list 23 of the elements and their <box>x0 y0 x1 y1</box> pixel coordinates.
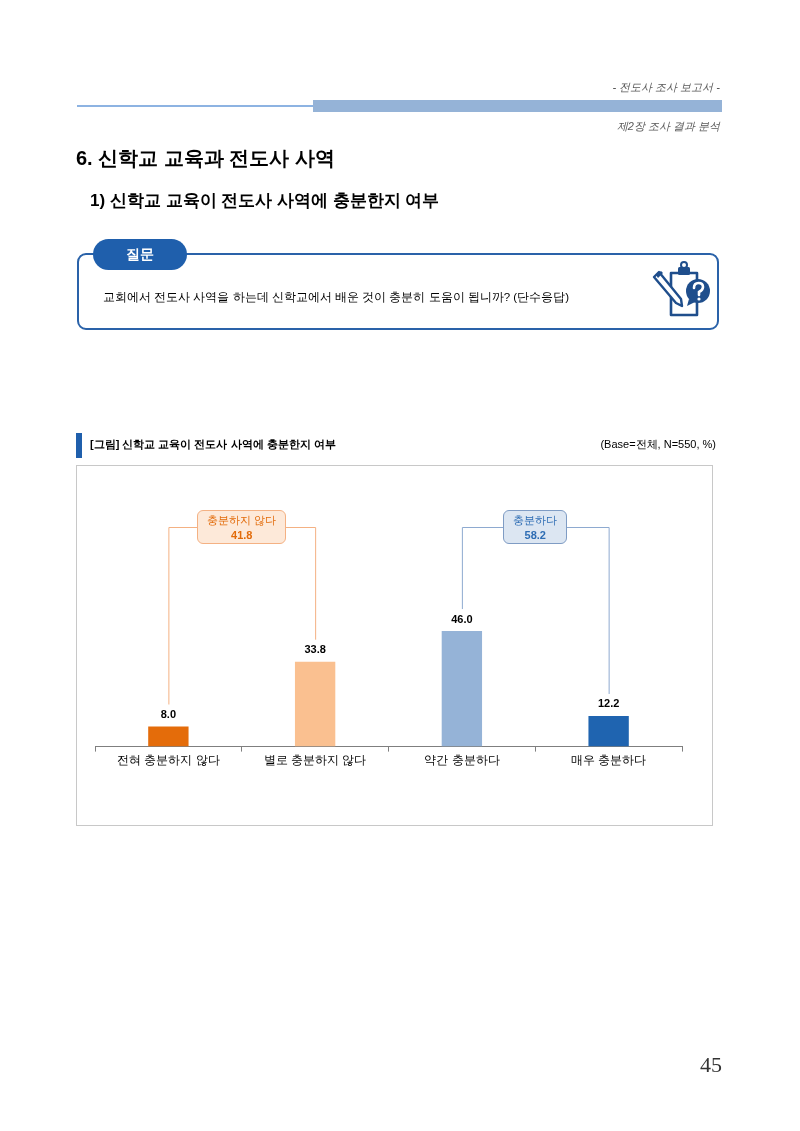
text: (Base=전체, N=550, %) <box>600 437 716 452</box>
x-tick-label: 약간 충분하다 <box>424 753 500 768</box>
bar <box>441 631 483 747</box>
text: - 전도사 조사 보고서 - <box>612 80 720 94</box>
x-tick-label: 전혀 충분하지 않다 <box>117 753 220 768</box>
text: 교회에서 전도사 사역을 하는데 신학교에서 배운 것이 충분히 도움이 됩니까? (단수응답) <box>103 290 570 305</box>
callout-box: 충분하다 58.2 <box>503 510 568 544</box>
data-label: 12.2 <box>597 697 620 710</box>
bar <box>294 661 336 747</box>
bar <box>588 715 629 747</box>
bar <box>148 726 189 747</box>
data-label: 33.8 <box>304 643 326 656</box>
x-tick-label: 별로 충분하지 않다 <box>263 753 367 768</box>
chart-title: [그림] 신학교 교육이 전도사 사역에 충분한지 여부 <box>90 437 336 452</box>
callout-box: 충분하지 않다 41.8 <box>197 510 287 544</box>
text: 제2장 조사 결과 분석 <box>616 119 720 133</box>
x-tick-label: 매우 충분하다 <box>570 753 647 768</box>
text: 6. 신학교 교육과 전도사 사역 <box>76 146 335 171</box>
question-tab: 질문 <box>93 239 187 270</box>
text: 1) 신학교 교육이 전도사 사역에 충분한지 여부 <box>90 190 440 212</box>
data-label: 46.0 <box>451 612 473 625</box>
data-label: 8.0 <box>160 708 177 721</box>
text: 45 <box>700 1052 722 1078</box>
